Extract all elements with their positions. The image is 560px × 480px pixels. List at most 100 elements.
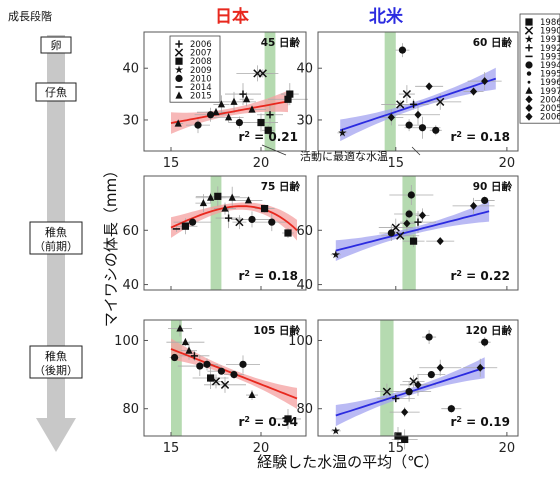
panel-na-6: 15 20 80 100 120 日齢 r2 = 0.19	[288, 319, 519, 456]
data-point	[266, 111, 274, 119]
panel-frame	[317, 175, 519, 291]
legend-marker	[175, 57, 183, 65]
data-point	[207, 193, 215, 201]
age-label: 105 日齢	[253, 324, 300, 337]
data-point	[469, 201, 478, 210]
legend-year: 1992	[540, 44, 560, 54]
legend-marker	[525, 95, 533, 104]
y-tick-label: 100	[114, 334, 139, 349]
data-point	[243, 95, 251, 103]
data-point	[401, 408, 409, 417]
r2-label: r2 = 0.22	[450, 269, 510, 284]
data-point	[432, 126, 440, 134]
data-point	[396, 100, 405, 109]
data-point	[481, 196, 489, 205]
optimal-temp-band	[264, 32, 276, 151]
panel-frame	[317, 31, 519, 152]
legend-marker	[175, 40, 183, 48]
legend-year: 1991	[540, 35, 560, 45]
data-point	[203, 360, 211, 368]
legend-marker	[526, 71, 532, 76]
legend-year: 2009	[190, 66, 212, 76]
data-point	[382, 387, 392, 396]
y-tick-label: 40	[122, 62, 139, 77]
data-point	[414, 218, 422, 226]
data-point	[174, 119, 182, 127]
data-point	[481, 338, 489, 346]
chart-panels: 15 20 30 40 45 日齢 r2 = 0.21 15 20 30 40 60 日齢 r2 = …	[114, 31, 519, 456]
panel-frame	[143, 175, 307, 291]
data-point	[194, 121, 202, 129]
x-tick-label: 20	[253, 441, 270, 456]
data-point	[190, 352, 198, 360]
data-point	[171, 353, 179, 362]
region-japan-title: 日本	[215, 6, 249, 27]
fit-line	[170, 100, 289, 124]
x-tick-label: 20	[499, 441, 516, 456]
data-point	[414, 110, 422, 119]
data-point	[225, 214, 233, 222]
data-point	[418, 124, 427, 132]
optimal-annotation-text: 活動に最適な水温	[300, 149, 388, 163]
legend-north-america: 1986199019911992199319941995199619972004…	[519, 13, 560, 124]
data-point	[391, 223, 400, 232]
legend-year: 2004	[540, 95, 560, 105]
data-point	[248, 105, 256, 113]
data-point	[181, 222, 189, 230]
data-point	[217, 100, 225, 108]
panel-na-2: 15 20 30 40 60 日齢 r2 = 0.18	[296, 31, 519, 171]
data-point	[225, 113, 233, 121]
stage-juvenile-late: 稚魚 （後期）	[29, 345, 83, 379]
data-point	[401, 435, 409, 444]
data-point	[418, 211, 427, 220]
data-point	[338, 128, 347, 137]
data-point	[239, 90, 247, 98]
stage-juvenile-early: 稚魚 （前期）	[29, 221, 83, 255]
data-point	[235, 118, 243, 127]
data-point	[409, 100, 418, 109]
data-point	[212, 107, 220, 116]
age-label: 45 日齢	[261, 36, 301, 49]
data-point	[214, 192, 222, 200]
legend-marker	[174, 48, 184, 57]
panel-na-4: 40 60 90 日齢 r2 = 0.22	[296, 175, 519, 293]
data-point	[221, 204, 229, 212]
panel-frame	[317, 319, 519, 437]
data-point	[196, 362, 204, 370]
data-point	[469, 87, 478, 96]
data-point	[331, 250, 340, 259]
data-point	[248, 215, 256, 224]
data-point	[436, 97, 445, 106]
data-point	[248, 390, 256, 399]
data-point	[409, 237, 418, 245]
legend-marker	[525, 86, 533, 94]
data-point	[284, 95, 292, 103]
age-label: 60 日齢	[473, 36, 513, 49]
age-label: 75 日齢	[261, 180, 301, 193]
optimal-temp-band	[380, 320, 394, 436]
legend-marker	[524, 26, 534, 35]
legend-year: 2006	[540, 113, 560, 123]
stage-juvenile-late-label: 稚魚	[45, 350, 67, 363]
fit-line	[335, 210, 490, 252]
panel-frame	[143, 319, 307, 437]
legend-marker	[175, 91, 183, 99]
x-tick-label: 15	[163, 441, 180, 456]
stage-juvenile-early-sub: （前期）	[34, 239, 78, 253]
r2-label: r2 = 0.19	[450, 415, 510, 430]
data-point	[239, 360, 247, 368]
legend-year: 2008	[190, 57, 212, 67]
data-point	[405, 210, 413, 218]
y-axis-label: マイワシの体長（mm）	[102, 163, 120, 327]
legend-year: 2006	[190, 40, 212, 50]
legend-marker	[175, 74, 183, 82]
age-label: 120 日齢	[465, 324, 512, 337]
x-tick-label: 15	[388, 156, 405, 171]
panel-japan-5: 15 20 80 100 105 日齢 r2 = 0.34	[114, 319, 307, 456]
x-tick-label: 15	[163, 156, 180, 171]
data-point	[425, 333, 433, 341]
stage-larva-label: 仔魚	[45, 86, 67, 99]
x-axis-label: 経験した水温の平均（℃）	[257, 453, 439, 471]
y-tick-label: 40	[122, 278, 139, 293]
stage-egg: 卵	[40, 36, 72, 54]
